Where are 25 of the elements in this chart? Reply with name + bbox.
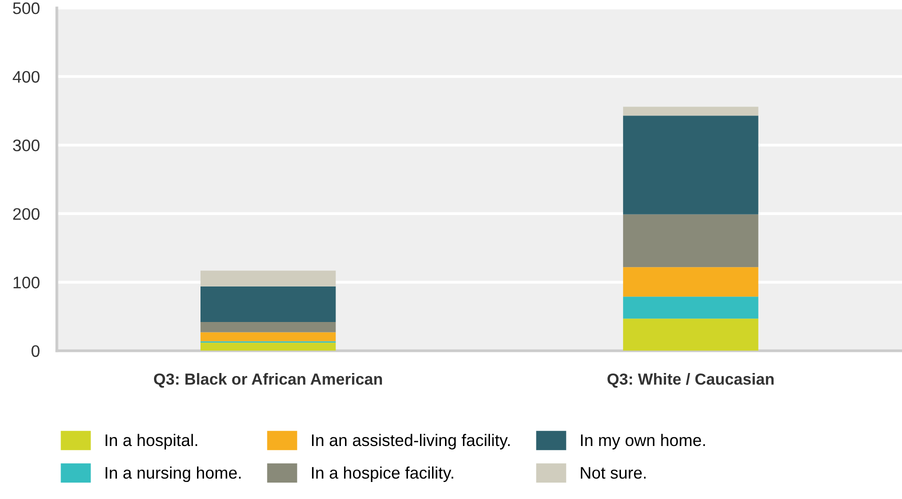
bar [200, 332, 336, 342]
legend-label: In a hospice facility. [312, 466, 454, 482]
bar [200, 322, 336, 332]
legend-label: In my own home. [581, 434, 705, 450]
bar [623, 267, 758, 297]
legend-label: In a nursing home. [106, 466, 241, 482]
bar [200, 270, 336, 286]
bar [623, 106, 758, 116]
bar [200, 286, 336, 322]
y-tick-label: 400 [12, 70, 40, 83]
legend-label: In a hospital. [106, 434, 198, 450]
y-tick-label: 500 [13, 2, 40, 14]
legend-label: Not sure. [580, 467, 646, 479]
y-tick-label: 300 [12, 140, 40, 152]
bar [623, 296, 758, 319]
y-tick-label: 200 [13, 208, 40, 220]
bar [623, 318, 758, 351]
bar [200, 342, 336, 351]
x-tick-label: Q3: Black or African American [154, 373, 382, 388]
y-tick-label: 0 [32, 345, 40, 357]
x-tick-label: Q3: White / Caucasian [607, 373, 774, 388]
legend-label: In an assisted-living facility. [312, 434, 510, 450]
y-tick-label: 100 [14, 276, 40, 288]
bar [623, 116, 758, 214]
bar [623, 214, 758, 268]
